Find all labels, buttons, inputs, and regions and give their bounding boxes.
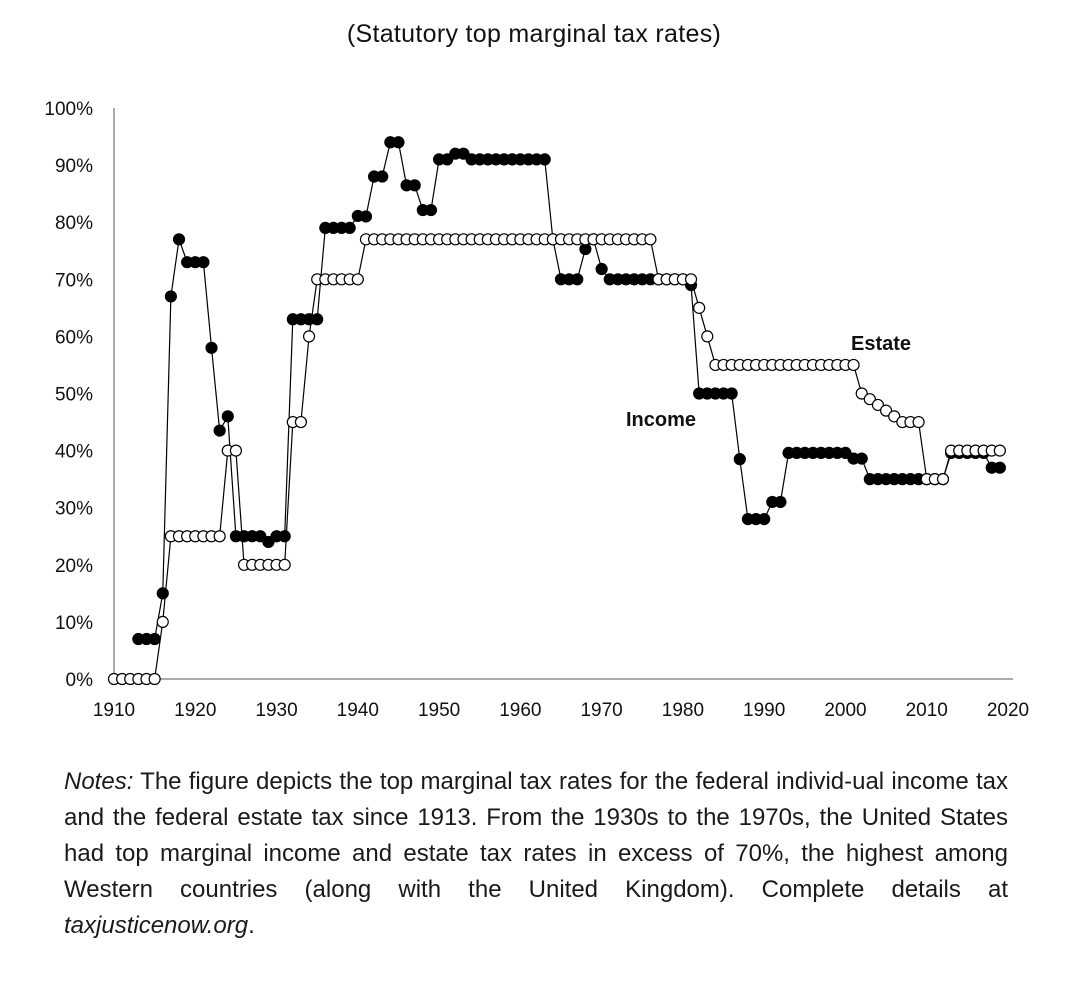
x-tick-label: 1960 <box>499 700 541 721</box>
income-point <box>172 233 186 246</box>
estate-point <box>302 330 316 343</box>
notes-lead: Notes: <box>64 768 134 795</box>
income-point <box>262 535 275 549</box>
income-point <box>254 530 267 543</box>
y-tick-label: 50% <box>55 385 93 406</box>
income-point <box>278 530 291 543</box>
y-tick-label: 20% <box>55 556 93 577</box>
income-point <box>213 424 226 437</box>
estate-point <box>156 615 169 629</box>
estate-point <box>229 444 243 457</box>
estate-point <box>278 558 291 571</box>
income-point <box>197 256 210 269</box>
x-tick-label: 1930 <box>255 700 297 721</box>
estate-point <box>693 301 706 314</box>
income-point <box>457 147 470 160</box>
income-point <box>538 153 551 166</box>
y-tick-label: 80% <box>55 213 93 234</box>
income-point <box>164 290 177 303</box>
income-point <box>758 513 771 526</box>
y-tick-label: 40% <box>55 442 93 463</box>
y-tick-label: 30% <box>55 499 93 520</box>
y-tick-label: 10% <box>55 613 93 634</box>
estate-point <box>912 415 925 429</box>
estate-point <box>148 672 161 686</box>
estate-point <box>871 398 885 412</box>
y-tick-label: 60% <box>55 327 93 348</box>
income-point <box>774 495 787 509</box>
x-tick-label: 1940 <box>337 700 379 721</box>
x-tick-label: 1970 <box>580 700 622 721</box>
estate-point <box>888 410 901 423</box>
income-point <box>441 153 454 166</box>
income-point <box>392 136 405 149</box>
income-point <box>343 221 356 235</box>
income-point <box>376 170 389 183</box>
notes-end: . <box>248 912 255 939</box>
y-tick-label: 0% <box>66 670 94 691</box>
y-tick-label: 90% <box>55 156 93 177</box>
tax-rate-chart: 0% 10% 20% 30% 40% 50% 60% 70% 80% 90% 100% 1910 192… <box>44 99 1029 721</box>
income-point <box>571 273 584 286</box>
income-point <box>359 210 373 223</box>
notes-link: taxjusticenow.org <box>64 912 249 939</box>
income-point <box>725 387 738 400</box>
estate-series-label: Estate <box>851 333 911 355</box>
x-tick-label: 2010 <box>906 700 948 721</box>
estate-point <box>936 473 950 486</box>
estate-point <box>644 233 657 246</box>
income-point <box>205 341 218 354</box>
income-point <box>424 203 438 217</box>
estate-point <box>855 387 868 400</box>
x-tick-label: 1910 <box>93 700 135 721</box>
x-tick-label: 2000 <box>824 700 866 721</box>
estate-point <box>993 444 1006 457</box>
x-tick-label: 2020 <box>987 700 1029 721</box>
estate-point <box>351 273 364 286</box>
income-point <box>839 446 852 459</box>
notes-paragraph: Notes: The figure depicts the top margin… <box>64 764 1008 944</box>
income-series-label: Income <box>626 409 696 431</box>
estate-point <box>863 393 876 406</box>
income-point <box>733 453 746 466</box>
income-point <box>148 632 161 646</box>
x-tick-label: 1920 <box>174 700 216 721</box>
income-point <box>311 313 324 326</box>
income-point <box>993 461 1006 474</box>
income-point <box>408 179 421 192</box>
estate-point <box>879 404 893 417</box>
income-point <box>221 410 234 423</box>
notes-body: The figure depicts the top marginal tax … <box>64 768 1008 903</box>
x-tick-label: 1990 <box>743 700 785 721</box>
y-tick-label: 100% <box>44 99 93 120</box>
estate-point <box>684 273 698 286</box>
income-point <box>595 262 608 276</box>
y-tick-label: 70% <box>55 270 93 291</box>
chart-subtitle: (Statutory top marginal tax rates) <box>346 20 722 48</box>
estate-point <box>847 358 860 372</box>
estate-point <box>213 530 226 543</box>
income-point <box>156 587 169 600</box>
x-tick-label: 1950 <box>418 700 460 721</box>
income-point <box>855 452 868 465</box>
estate-point <box>294 415 308 429</box>
x-tick-label: 1980 <box>662 700 704 721</box>
estate-point <box>701 330 714 343</box>
